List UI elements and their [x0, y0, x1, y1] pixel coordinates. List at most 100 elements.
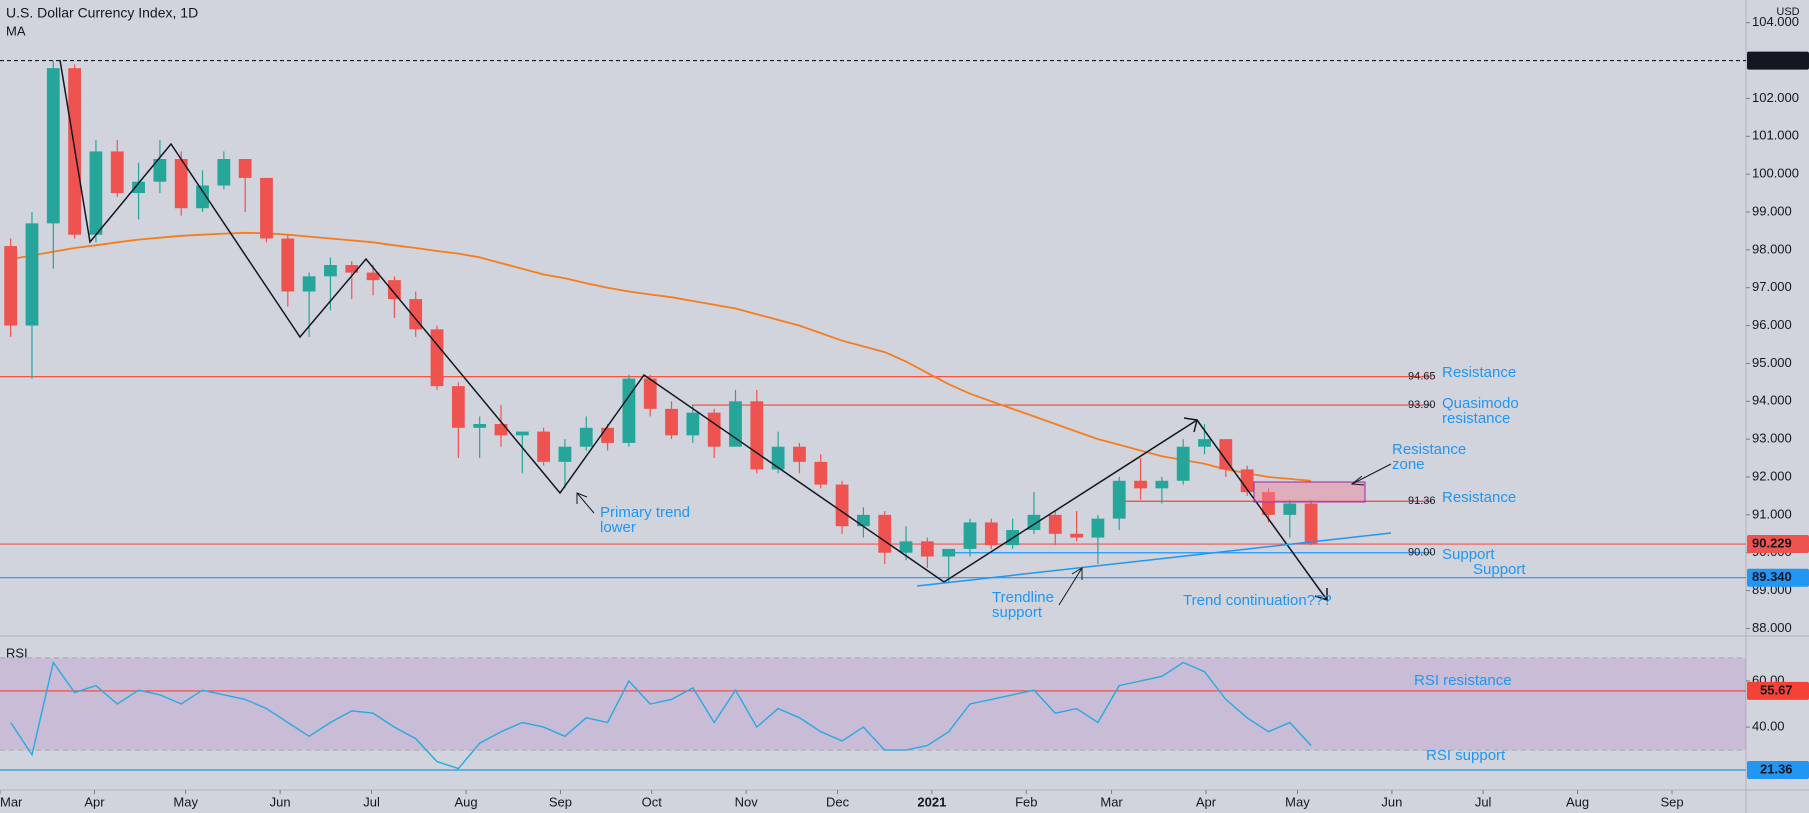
zigzag	[59, 59, 1198, 583]
candle-body	[963, 522, 977, 549]
annotation: Trendline	[992, 589, 1054, 606]
annotation: Support	[1473, 561, 1526, 578]
candle-body	[46, 68, 60, 224]
candle-body	[515, 431, 529, 436]
candle-body	[942, 548, 956, 557]
price-tag-label: 89.340	[1752, 569, 1792, 584]
x-tick-label: Jun	[1381, 794, 1402, 809]
candle-body	[835, 484, 849, 527]
annotation: Support	[1442, 546, 1495, 563]
candle-body	[388, 280, 401, 300]
candle-body	[537, 431, 551, 462]
ma-line	[10, 231, 1312, 482]
x-tick-label: Jun	[270, 794, 291, 809]
candle-body	[1240, 469, 1254, 493]
candle-body	[1155, 480, 1169, 489]
rsi-y-tick-label: 40.00	[1752, 719, 1785, 734]
y-tick-label: 99.000	[1752, 203, 1792, 218]
y-tick-label: 97.000	[1752, 279, 1792, 294]
overlay: 88.00089.00090.00091.00092.00093.00094.0…	[0, 14, 1809, 809]
y-tick-label: 88.000	[1752, 620, 1792, 635]
arrow-head	[1071, 567, 1083, 580]
price-tag	[1747, 568, 1809, 587]
y-tick-label: 98.000	[1752, 241, 1792, 256]
candle-body	[920, 541, 934, 557]
annotation: zone	[1392, 456, 1425, 473]
candle-body	[878, 514, 892, 553]
candle-body	[451, 386, 465, 428]
level-label: 90.00	[1408, 547, 1436, 559]
candle-body	[1070, 533, 1083, 538]
candle-body	[174, 159, 188, 209]
candle-body	[579, 427, 593, 447]
x-tick-label: 2021	[917, 794, 946, 809]
rsi-band	[0, 657, 1746, 751]
price-tag-label: 90.229	[1752, 535, 1792, 550]
rsi-tag	[1747, 681, 1809, 700]
annotation: Primary trend	[600, 504, 690, 521]
x-tick-label: May	[173, 794, 198, 809]
level-label: 94.65	[1408, 371, 1436, 383]
x-tick-label: Jul	[1475, 794, 1492, 809]
annotation: RSI support	[1426, 747, 1506, 764]
candle-body	[345, 265, 359, 273]
x-tick-label: Dec	[826, 794, 850, 809]
y-tick-label: 96.000	[1752, 317, 1792, 332]
candle-body	[1134, 480, 1147, 489]
price-tag	[1747, 535, 1809, 554]
annotation: Trend continuation???	[1183, 592, 1332, 609]
annotation: support	[992, 604, 1043, 621]
candle-body	[899, 541, 913, 553]
candle-body	[153, 159, 167, 182]
x-tick-label: May	[1285, 794, 1310, 809]
candle-body	[984, 522, 998, 546]
candle-body	[1091, 518, 1105, 538]
axis-unit: USD	[1776, 6, 1799, 18]
candle-body	[558, 446, 572, 462]
candle-body	[366, 272, 380, 281]
candle-body	[110, 151, 124, 194]
candle-body	[643, 378, 657, 409]
y-tick-label: 93.000	[1752, 431, 1792, 446]
arrow-head	[1183, 417, 1198, 433]
annotation: RSI resistance	[1414, 672, 1512, 689]
candle-body	[89, 151, 103, 235]
annotation: resistance	[1442, 410, 1510, 427]
rsi-tag-label: 55.67	[1760, 682, 1793, 697]
candle-body	[1262, 492, 1275, 515]
candle-body	[494, 424, 508, 436]
arrow	[576, 492, 595, 514]
x-tick-label: Sep	[1660, 794, 1683, 809]
candle-body	[260, 177, 273, 239]
candle-body	[750, 401, 764, 470]
candle-body	[217, 159, 231, 186]
candle-body	[1198, 439, 1211, 447]
candle-body	[1048, 514, 1062, 534]
candle-body	[1283, 503, 1297, 515]
rsi-tag	[1747, 761, 1809, 780]
price-tag-label: 103.000	[1752, 52, 1799, 67]
candle-body	[302, 276, 316, 292]
x-tick-label: Apr	[1196, 794, 1217, 809]
level-label: 93.90	[1408, 399, 1436, 411]
candle-body	[281, 238, 295, 292]
candle-body	[793, 446, 806, 462]
indicator-label: MA	[6, 23, 26, 38]
price-tag	[1747, 51, 1809, 70]
arrow	[1351, 463, 1392, 485]
y-tick-label: 91.000	[1752, 506, 1792, 521]
candle-body	[601, 427, 614, 443]
candle-body	[1304, 503, 1318, 545]
candle-body	[196, 185, 209, 209]
arrow-head	[576, 492, 588, 504]
candle-body	[1219, 439, 1233, 470]
chart-title: U.S. Dollar Currency Index, 1D	[6, 5, 198, 21]
arrow	[1058, 567, 1083, 606]
y-tick-label: 92.000	[1752, 468, 1792, 483]
candle-body	[665, 408, 678, 436]
x-tick-label: Jul	[363, 794, 380, 809]
candle-body	[4, 246, 18, 326]
y-tick-label: 101.000	[1752, 128, 1799, 143]
